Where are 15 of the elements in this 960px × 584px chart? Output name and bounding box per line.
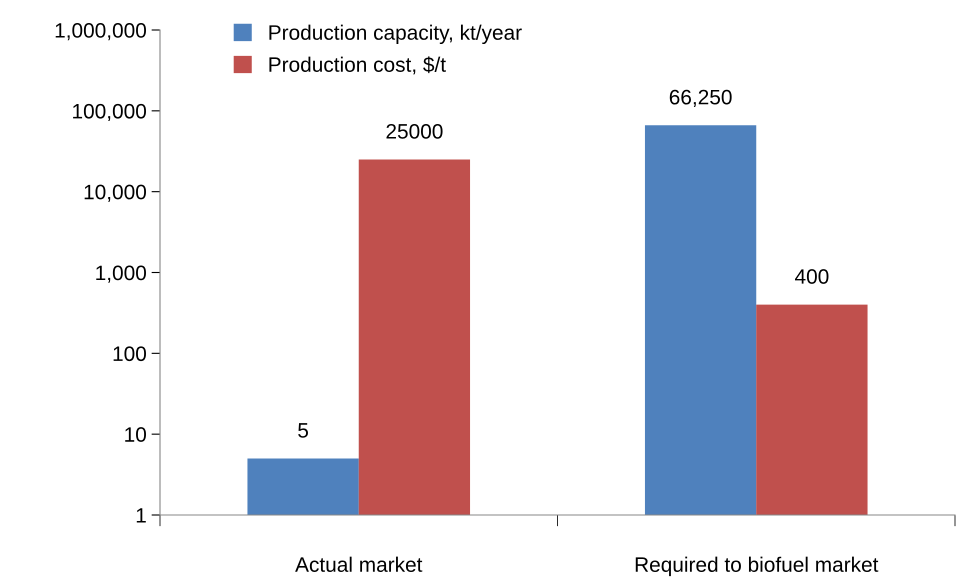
data-label: 25000 <box>386 124 443 139</box>
x-tick-label: Actual market <box>295 556 422 572</box>
y-tick-label: 10,000 <box>84 184 146 202</box>
x-tick-label: Required to biofuel market <box>636 556 878 576</box>
y-tick-label: 1,000 <box>96 266 146 283</box>
data-label: 400 <box>795 269 828 284</box>
y-tick-label: 100 <box>114 346 146 362</box>
y-tick-label: 1 <box>136 508 146 523</box>
data-label: 66,250 <box>670 90 732 107</box>
legend-label: Production capacity, kt/year <box>269 24 522 44</box>
legend-label: Production cost, $/t <box>269 56 446 74</box>
y-tick-label: 100,000 <box>73 104 146 122</box>
y-tick-label: 10 <box>125 427 146 442</box>
y-tick-label: 1,000,000 <box>56 23 146 40</box>
data-label: 5 <box>298 423 308 438</box>
